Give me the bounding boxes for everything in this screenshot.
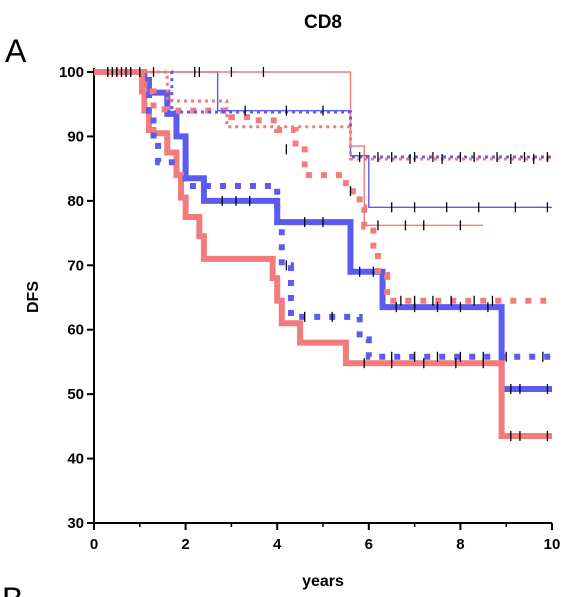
y-tick-label: 70	[67, 257, 84, 274]
censor-marks	[107, 67, 549, 442]
x-tick-label: 10	[544, 536, 561, 553]
panel-label: A	[5, 33, 27, 69]
series-layer	[94, 69, 552, 440]
x-tick-label: 4	[273, 536, 282, 553]
y-tick-label: 90	[67, 128, 84, 145]
x-tick-label: 8	[456, 536, 464, 553]
series-line-red-thin-solid	[94, 71, 484, 227]
y-tick-label: 30	[67, 515, 84, 532]
chart-title: CD8	[304, 12, 342, 33]
series-line-red-small-dotted	[94, 70, 552, 161]
y-tick-label: 60	[67, 322, 84, 339]
y-axis-label: DFS	[25, 281, 42, 313]
series-line-blue-thick-solid	[94, 69, 552, 392]
y-tick-label: 80	[67, 193, 84, 210]
x-tick-label: 6	[365, 536, 373, 553]
x-tick-label: 0	[90, 536, 98, 553]
y-tick-label: 50	[67, 386, 84, 403]
next-panel-label: B	[2, 581, 23, 597]
x-axis-label: years	[302, 573, 344, 590]
y-tick-label: 40	[67, 451, 84, 468]
x-tick-label: 2	[181, 536, 189, 553]
series-line-blue-dotted	[94, 69, 552, 360]
y-tick-label: 100	[59, 64, 84, 81]
series-line-red-thick-solid	[94, 69, 552, 440]
axes: 30 40 50 60 70 80 90 100 0 2 4 6 8 10	[59, 64, 560, 553]
